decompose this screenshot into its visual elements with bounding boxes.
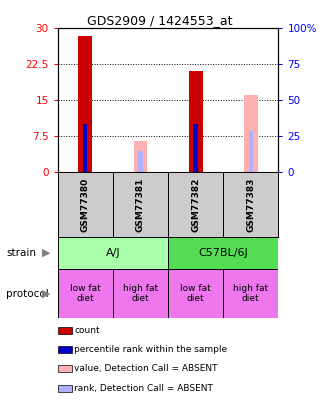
Bar xyxy=(58,269,113,318)
Bar xyxy=(168,237,278,269)
Bar xyxy=(78,36,92,172)
Bar xyxy=(133,141,147,172)
Text: low fat
diet: low fat diet xyxy=(180,284,211,303)
Text: GSM77381: GSM77381 xyxy=(136,177,145,232)
Bar xyxy=(249,131,253,172)
Text: value, Detection Call = ABSENT: value, Detection Call = ABSENT xyxy=(74,364,218,373)
Bar xyxy=(168,269,223,318)
Bar xyxy=(83,124,87,172)
Bar xyxy=(193,124,198,172)
Text: ▶: ▶ xyxy=(42,289,51,298)
Text: GSM77383: GSM77383 xyxy=(246,177,255,232)
Bar xyxy=(189,71,203,172)
Bar xyxy=(58,172,113,237)
Bar xyxy=(244,96,258,172)
Bar xyxy=(113,172,168,237)
Text: low fat
diet: low fat diet xyxy=(70,284,100,303)
Text: ▶: ▶ xyxy=(42,248,51,258)
Text: percentile rank within the sample: percentile rank within the sample xyxy=(74,345,228,354)
Bar xyxy=(168,172,223,237)
Text: C57BL/6J: C57BL/6J xyxy=(198,248,248,258)
Text: high fat
diet: high fat diet xyxy=(123,284,158,303)
Text: GDS2909 / 1424553_at: GDS2909 / 1424553_at xyxy=(87,14,233,27)
Text: rank, Detection Call = ABSENT: rank, Detection Call = ABSENT xyxy=(74,384,213,393)
Bar xyxy=(223,172,278,237)
Bar xyxy=(58,365,72,372)
Bar xyxy=(58,385,72,392)
Text: A/J: A/J xyxy=(106,248,120,258)
Text: high fat
diet: high fat diet xyxy=(233,284,268,303)
Text: strain: strain xyxy=(6,248,36,258)
Bar xyxy=(113,269,168,318)
Bar xyxy=(58,327,72,334)
Bar xyxy=(138,151,143,172)
Bar xyxy=(58,346,72,353)
Bar xyxy=(223,269,278,318)
Bar xyxy=(58,237,168,269)
Text: GSM77380: GSM77380 xyxy=(81,177,90,232)
Text: count: count xyxy=(74,326,100,335)
Text: GSM77382: GSM77382 xyxy=(191,177,200,232)
Text: protocol: protocol xyxy=(6,289,49,298)
